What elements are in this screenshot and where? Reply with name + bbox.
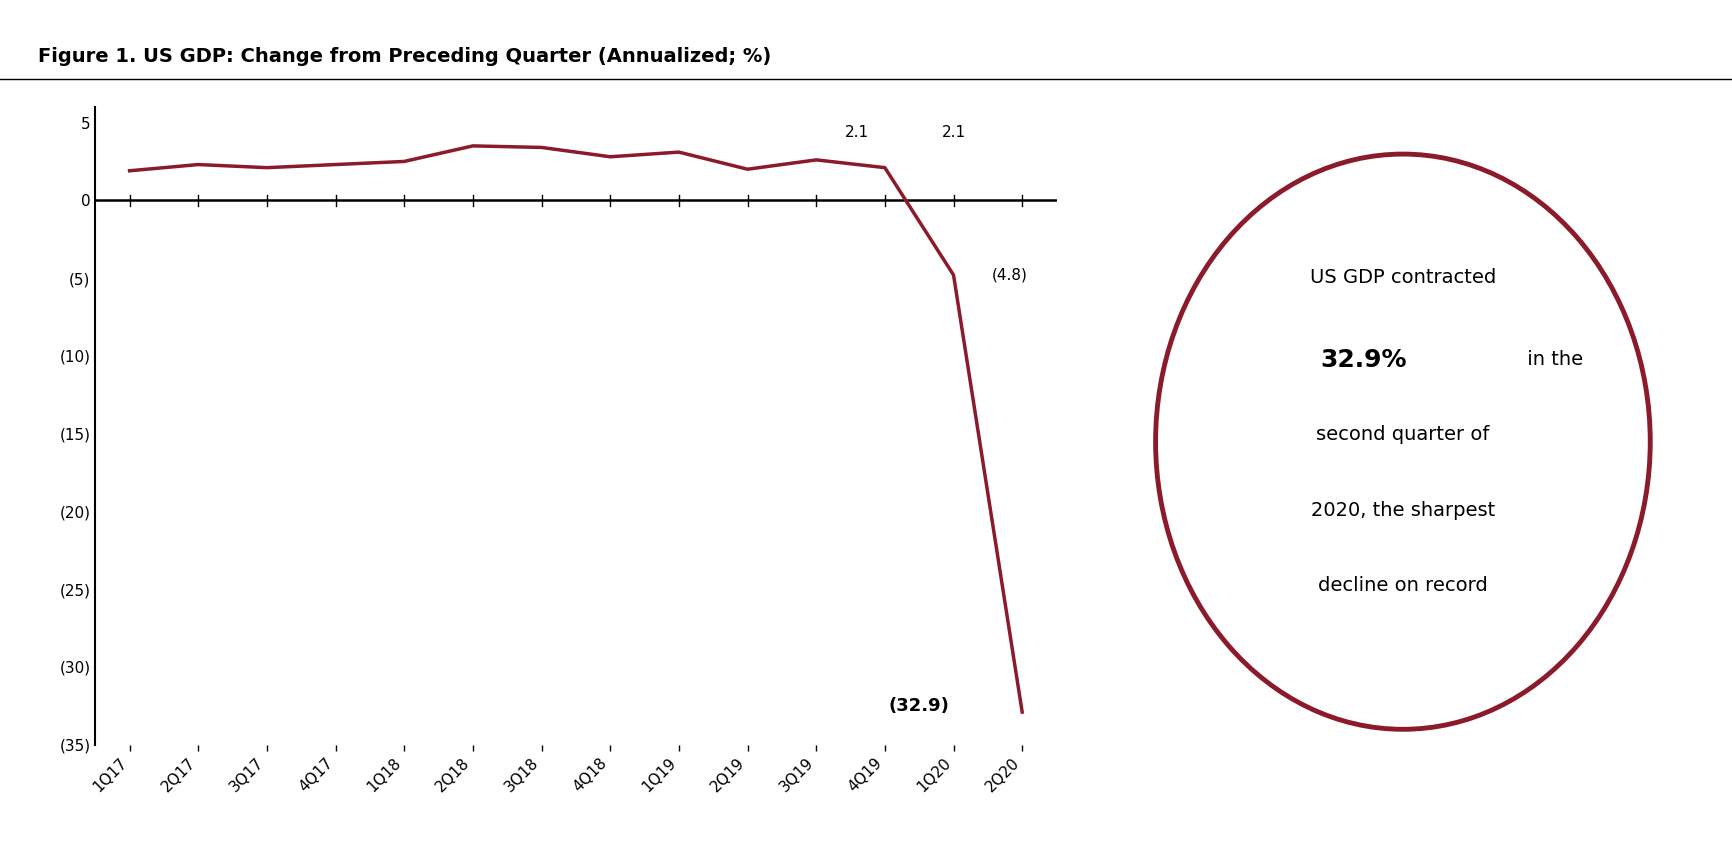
Text: US GDP contracted: US GDP contracted <box>1309 268 1496 287</box>
Text: 32.9%: 32.9% <box>1320 348 1406 372</box>
Text: 2020, the sharpest: 2020, the sharpest <box>1311 501 1495 520</box>
Text: Figure 1. US GDP: Change from Preceding Quarter (Annualized; %): Figure 1. US GDP: Change from Preceding … <box>38 47 771 66</box>
Text: (32.9): (32.9) <box>889 697 949 715</box>
Text: second quarter of: second quarter of <box>1316 425 1490 444</box>
Text: 2.1: 2.1 <box>845 125 869 140</box>
Text: in the: in the <box>1521 350 1583 369</box>
Text: 2.1: 2.1 <box>942 125 966 140</box>
Text: (4.8): (4.8) <box>991 267 1027 282</box>
Text: decline on record: decline on record <box>1318 576 1488 595</box>
